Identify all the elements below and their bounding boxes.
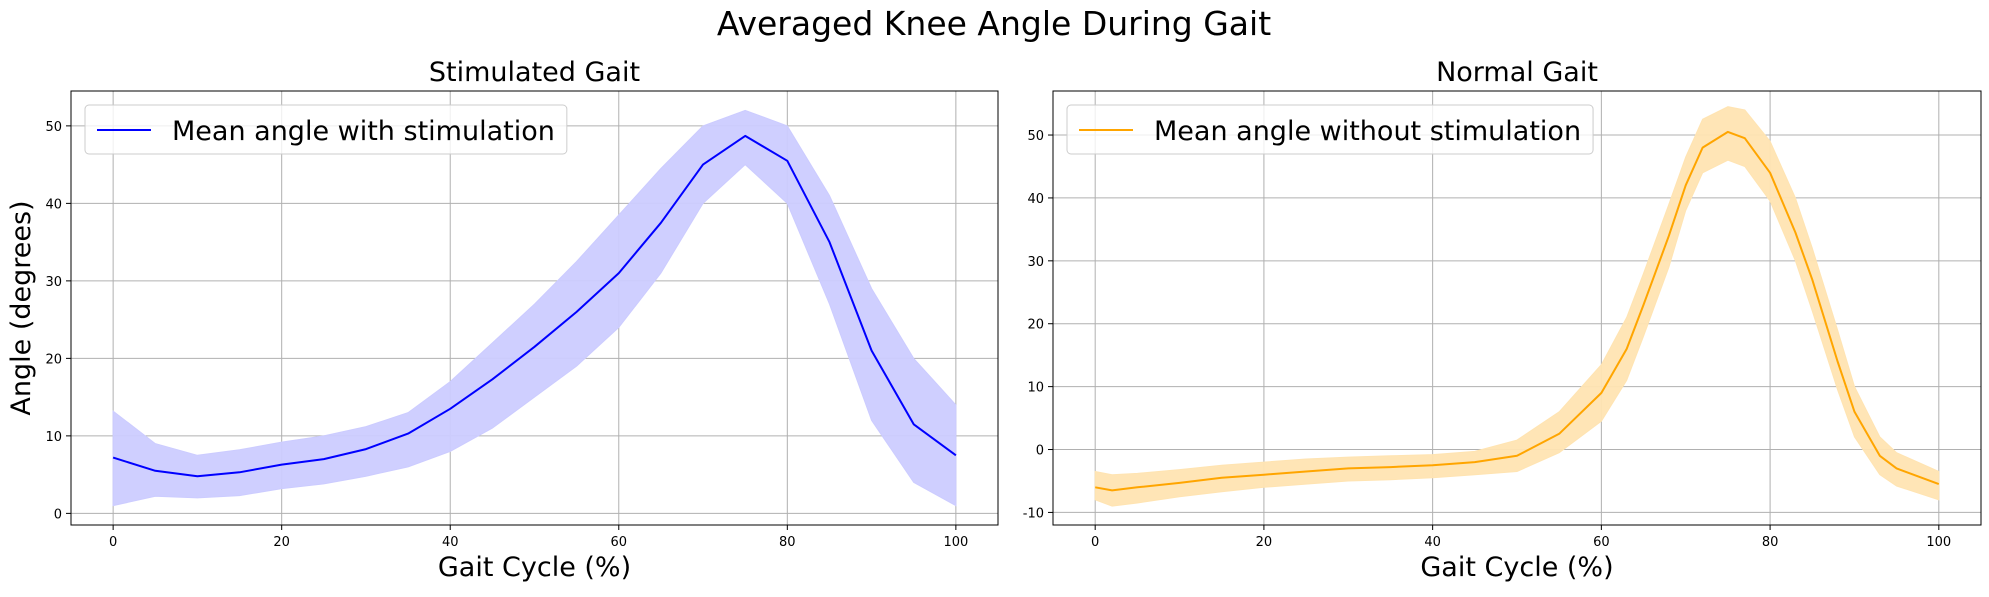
confidence-band xyxy=(112,109,957,507)
y-tick-label: 10 xyxy=(45,430,62,445)
x-tick-label: 40 xyxy=(1424,535,1441,550)
y-tick-label: 0 xyxy=(54,507,62,522)
subplot-title: Stimulated Gait xyxy=(429,57,640,88)
x-tick-label: 80 xyxy=(779,535,796,550)
y-tick-label: 50 xyxy=(1027,129,1044,144)
legend-box xyxy=(84,104,568,155)
subplot-title: Normal Gait xyxy=(1436,57,1598,88)
y-tick-label: -10 xyxy=(1023,506,1044,521)
y-tick-label: 50 xyxy=(45,120,62,135)
x-axis-label: Gait Cycle (%) xyxy=(438,552,631,583)
y-tick-label: 30 xyxy=(1027,255,1044,270)
legend-box xyxy=(1066,104,1594,155)
y-axis-label: Angle (degrees) xyxy=(6,200,37,415)
axes-frame xyxy=(1052,90,1982,526)
subplot-2: 0 20 40 60 80 100 -10 0 10 20 30 40 50 Normal Gait Gai… xyxy=(1023,57,1982,583)
legend-label: Mean angle with stimulation xyxy=(172,116,555,147)
x-tick-label: 60 xyxy=(1593,535,1610,550)
subplot-1: 0 20 40 60 80 100 0 10 20 30 40 50 Stimulated Gait Ga… xyxy=(6,57,999,583)
legend-label: Mean angle without stimulation xyxy=(1154,116,1581,147)
y-tick-label: 40 xyxy=(45,197,62,212)
x-axis-label: Gait Cycle (%) xyxy=(1420,552,1613,583)
y-tick-label: 10 xyxy=(1027,381,1044,396)
y-tick-label: 20 xyxy=(1027,318,1044,333)
x-tick-label: 80 xyxy=(1762,535,1779,550)
x-tick-label: 20 xyxy=(1256,535,1273,550)
y-tick-label: 0 xyxy=(1036,444,1044,459)
x-tick-label: 100 xyxy=(943,535,968,550)
x-tick-label: 0 xyxy=(109,535,117,550)
x-tick-label: 0 xyxy=(1091,535,1099,550)
series-line xyxy=(112,134,957,478)
x-tick-label: 40 xyxy=(442,535,459,550)
y-tick-label: 20 xyxy=(45,352,62,367)
x-tick-label: 100 xyxy=(1926,535,1951,550)
x-tick-label: 20 xyxy=(273,535,290,550)
axes-frame xyxy=(70,90,999,526)
legend: Mean angle without stimulation xyxy=(1066,104,1594,155)
y-tick-label: 40 xyxy=(1027,192,1044,207)
confidence-band xyxy=(1094,106,1940,507)
legend: Mean angle with stimulation xyxy=(84,104,568,155)
figure-title: Averaged Knee Angle During Gait xyxy=(717,4,1271,43)
series-line xyxy=(1095,130,1940,492)
y-tick-label: 30 xyxy=(45,275,62,290)
x-tick-label: 60 xyxy=(610,535,627,550)
